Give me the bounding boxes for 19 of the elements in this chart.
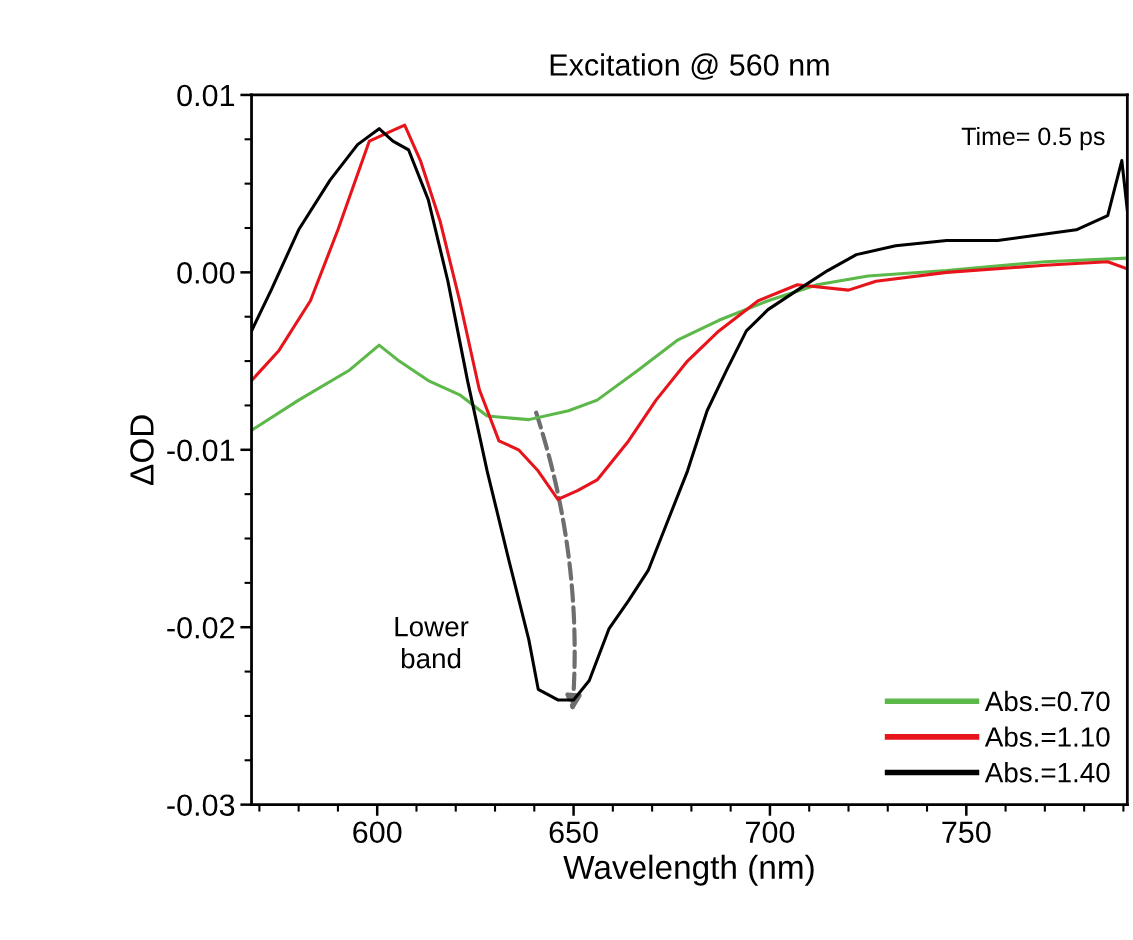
chart-title: Excitation @ 560 nm [550, 53, 829, 80]
annotation: Lower band [395, 617, 469, 669]
x-tick-label: 600 [353, 821, 402, 844]
annotation: Time= 0.5 ps [961, 126, 1105, 151]
x-tick-label: 650 [549, 821, 598, 844]
legend-label: Abs.=0.70 [984, 690, 1110, 712]
y-tick-label: 0.00 [177, 262, 235, 284]
x-tick-label: 700 [746, 821, 795, 844]
x-axis-title: Wavelength (nm) [563, 854, 814, 886]
line-series [251, 256, 1128, 432]
y-tick-label: -0.01 [167, 439, 235, 462]
y-tick-label: -0.02 [167, 616, 235, 639]
legend-label: Abs.=1.10 [984, 726, 1110, 747]
y-axis-title: ΔOD [130, 415, 154, 485]
line-series [251, 123, 1128, 501]
y-tick-label: 0.01 [177, 84, 235, 107]
x-tick-label: 750 [942, 821, 991, 844]
y-tick-label: -0.03 [167, 794, 235, 817]
legend-label: Abs.=1.40 [984, 762, 1110, 783]
